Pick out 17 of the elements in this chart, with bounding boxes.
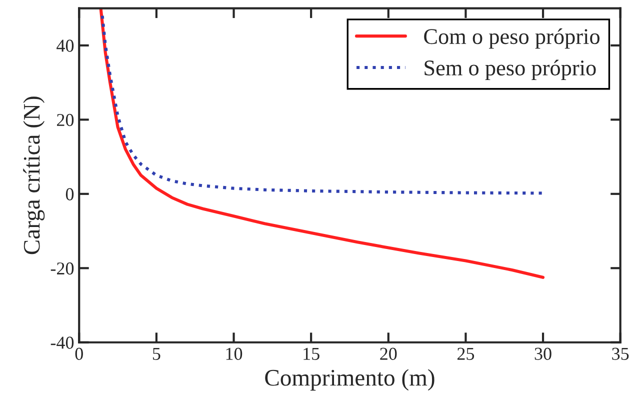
x-tick-label: 30 (534, 348, 552, 360)
y-tick-label: 40 (56, 40, 74, 52)
x-tick-label: 25 (457, 348, 474, 360)
y-tick-label: 0 (66, 188, 74, 200)
x-tick-label: 10 (226, 348, 242, 360)
y-tick-label: -40 (50, 336, 74, 349)
legend-label: Sem o peso próprio (424, 60, 596, 80)
x-tick-label: 5 (152, 348, 160, 360)
x-tick-label: 0 (75, 348, 83, 360)
y-axis-title: Carga crítica (N) (23, 96, 45, 254)
x-tick-label: 15 (304, 348, 320, 360)
x-tick-label: 35 (612, 348, 629, 360)
legend-label: Com o peso próprio (424, 28, 600, 49)
y-tick-label: 20 (57, 114, 74, 126)
x-axis-title: Comprimento (m) (265, 369, 434, 391)
y-tick-label: -20 (50, 262, 74, 275)
x-tick-label: 20 (380, 348, 397, 360)
